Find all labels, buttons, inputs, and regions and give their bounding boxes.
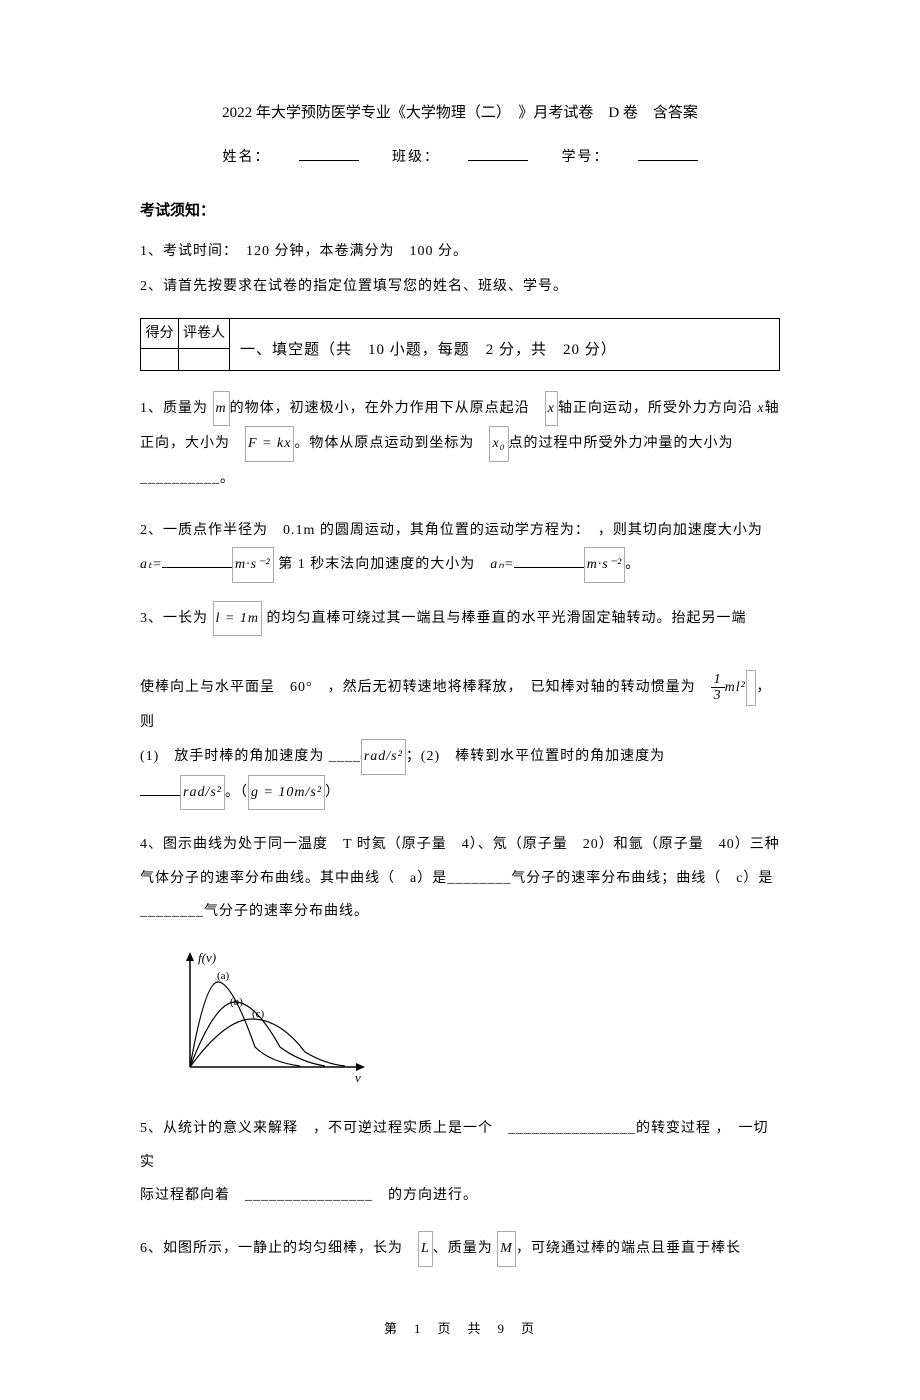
q5-t1: 5、从统计的意义来解释 ，不可逆过程实质上是一个 _______________… [140, 1121, 769, 1170]
q1-t5: 点的过程中所受外力冲量的大小为 [509, 436, 734, 451]
question-1: 1、质量为 m的物体，初速极小，在外力作用下从原点起沿 x轴正向运动，所受外力方… [140, 391, 780, 496]
q3-t6: ；(2) 棒转到水平位置时的角加速度为 [406, 749, 665, 764]
student-info-line: 姓名： 班级： 学号： [140, 145, 780, 170]
q2-an: aₙ [490, 548, 505, 582]
q1-x2: x [757, 392, 764, 426]
q2-t1: 2、一质点作半径为 0.1m 的圆周运动，其角位置的运动学方程为： ，则其切向加… [140, 523, 763, 538]
score-col1: 得分 [141, 318, 179, 348]
class-label: 班级： [392, 150, 440, 165]
exam-title: 2022 年大学预防医学专业《大学物理（二） 》月考试卷 D 卷 含答案 [140, 100, 780, 127]
q1-m: m [213, 391, 230, 427]
page-number: 第 1 页 共 9 页 [140, 1317, 780, 1340]
q6-t1: 6、如图所示，一静止的均匀细棒，长为 [140, 1241, 418, 1256]
q3-den: 3 [711, 688, 725, 703]
q1-formula: F = kx [245, 426, 294, 462]
notice-heading: 考试须知： [140, 198, 780, 225]
question-5: 5、从统计的意义来解释 ，不可逆过程实质上是一个 _______________… [140, 1112, 780, 1213]
notice-item-1: 1、考试时间： 120 分钟，本卷满分为 100 分。 [140, 239, 780, 264]
q3-l: l = 1m [213, 601, 262, 637]
graph-ylabel: f(v) [198, 950, 216, 965]
question-6: 6、如图所示，一静止的均匀细棒，长为 L、质量为 M，可绕通过棒的端点且垂直于棒… [140, 1231, 780, 1267]
q2-unit1: m·s⁻² [232, 547, 274, 583]
q1-t1: 的物体，初速极小，在外力作用下从原点起沿 [230, 401, 545, 416]
score-col2: 评卷人 [179, 318, 230, 348]
q4-t3: ________气分子的速率分布曲线。 [140, 904, 369, 919]
q2-blank1 [162, 554, 232, 568]
q2-at: aₜ [140, 548, 153, 582]
section-title-box: 一、填空题（共 10 小题，每题 2 分，共 20 分） [230, 318, 780, 371]
q2-t3: 。 [625, 557, 640, 572]
q3-t1: 3、一长为 [140, 611, 213, 626]
section-title: 一、填空题（共 10 小题，每题 2 分，共 20 分） [240, 337, 617, 364]
q6-M: M [497, 1231, 516, 1267]
q3-t8: ） [325, 785, 340, 800]
q1-x0: x₀ [489, 426, 508, 462]
section-header: 得分 评卷人 一、填空题（共 10 小题，每题 2 分，共 20 分） [140, 318, 780, 371]
q1-t4: 。物体从原点运动到坐标为 [294, 436, 489, 451]
q6-L: L [418, 1231, 433, 1267]
q3-t3: 使棒向上与水平面呈 60° ，然后无初转速地将棒释放， 已知棒对轴的转动惯量为 [140, 680, 711, 695]
score-table: 得分 评卷人 [140, 318, 230, 371]
id-blank [638, 147, 698, 161]
question-3: 3、一长为 l = 1m 的均匀直棒可绕过其一端且与棒垂直的水平光滑固定轴转动。… [140, 601, 780, 811]
q2-eq1: = [153, 557, 162, 572]
q3-t7: 。（ [225, 785, 248, 800]
q3-blank [140, 782, 180, 796]
graph-curve-c: (c) [252, 1008, 265, 1020]
q3-rad1: rad/s² [361, 739, 406, 775]
q1-prefix: 1、质量为 [140, 401, 213, 416]
q3-box1 [746, 670, 757, 706]
q6-t3: ，可绕通过棒的端点且垂直于棒长 [516, 1241, 741, 1256]
q3-fraction: 13 [711, 672, 725, 704]
id-label: 学号： [562, 150, 610, 165]
q2-blank2 [514, 554, 584, 568]
q5-t2: 际过程都向着 ________________ 的方向进行。 [140, 1188, 478, 1203]
q3-rad2: rad/s² [180, 775, 225, 811]
q1-t6: __________。 [140, 471, 235, 486]
graph-svg: f(v) (a) (b) (c) v [170, 947, 370, 1087]
q4-t1: 4、图示曲线为处于同一温度 T 时氦（原子量 4）、氖（原子量 20）和氩（原子… [140, 837, 780, 852]
q3-num: 1 [711, 672, 725, 688]
question-2: 2、一质点作半径为 0.1m 的圆周运动，其角位置的运动学方程为： ，则其切向加… [140, 514, 780, 583]
q2-unit2: m·s⁻² [584, 547, 626, 583]
q3-g: g = 10m/s² [248, 775, 325, 811]
question-4: 4、图示曲线为处于同一温度 T 时氦（原子量 4）、氖（原子量 20）和氩（原子… [140, 828, 780, 929]
q1-t2: 轴正向运动，所受外力方向沿 [558, 401, 753, 416]
q3-t5: (1) 放手时棒的角加速度为 ____ [140, 749, 361, 764]
name-blank [299, 147, 359, 161]
name-label: 姓名： [223, 150, 271, 165]
q3-ml2: ml² [725, 671, 746, 705]
q2-eq2: = [505, 557, 514, 572]
graph-xlabel: v [355, 1070, 361, 1085]
speed-distribution-graph: f(v) (a) (b) (c) v [170, 947, 780, 1096]
q1-x1: x [545, 391, 558, 427]
q2-t2: 第 1 秒末法向加速度的大小为 [278, 557, 490, 572]
class-blank [468, 147, 528, 161]
q3-t2: 的均匀直棒可绕过其一端且与棒垂直的水平光滑固定轴转动。抬起另一端 [262, 611, 747, 626]
notice-item-2: 2、请首先按要求在试卷的指定位置填写您的姓名、班级、学号。 [140, 274, 780, 299]
q6-t2: 、质量为 [433, 1241, 498, 1256]
graph-curve-b: (b) [230, 996, 243, 1008]
score-cell2 [179, 348, 230, 370]
q4-t2: 气体分子的速率分布曲线。其中曲线（ a）是________气分子的速率分布曲线；… [140, 871, 773, 886]
score-cell1 [141, 348, 179, 370]
graph-curve-a: (a) [217, 970, 230, 982]
